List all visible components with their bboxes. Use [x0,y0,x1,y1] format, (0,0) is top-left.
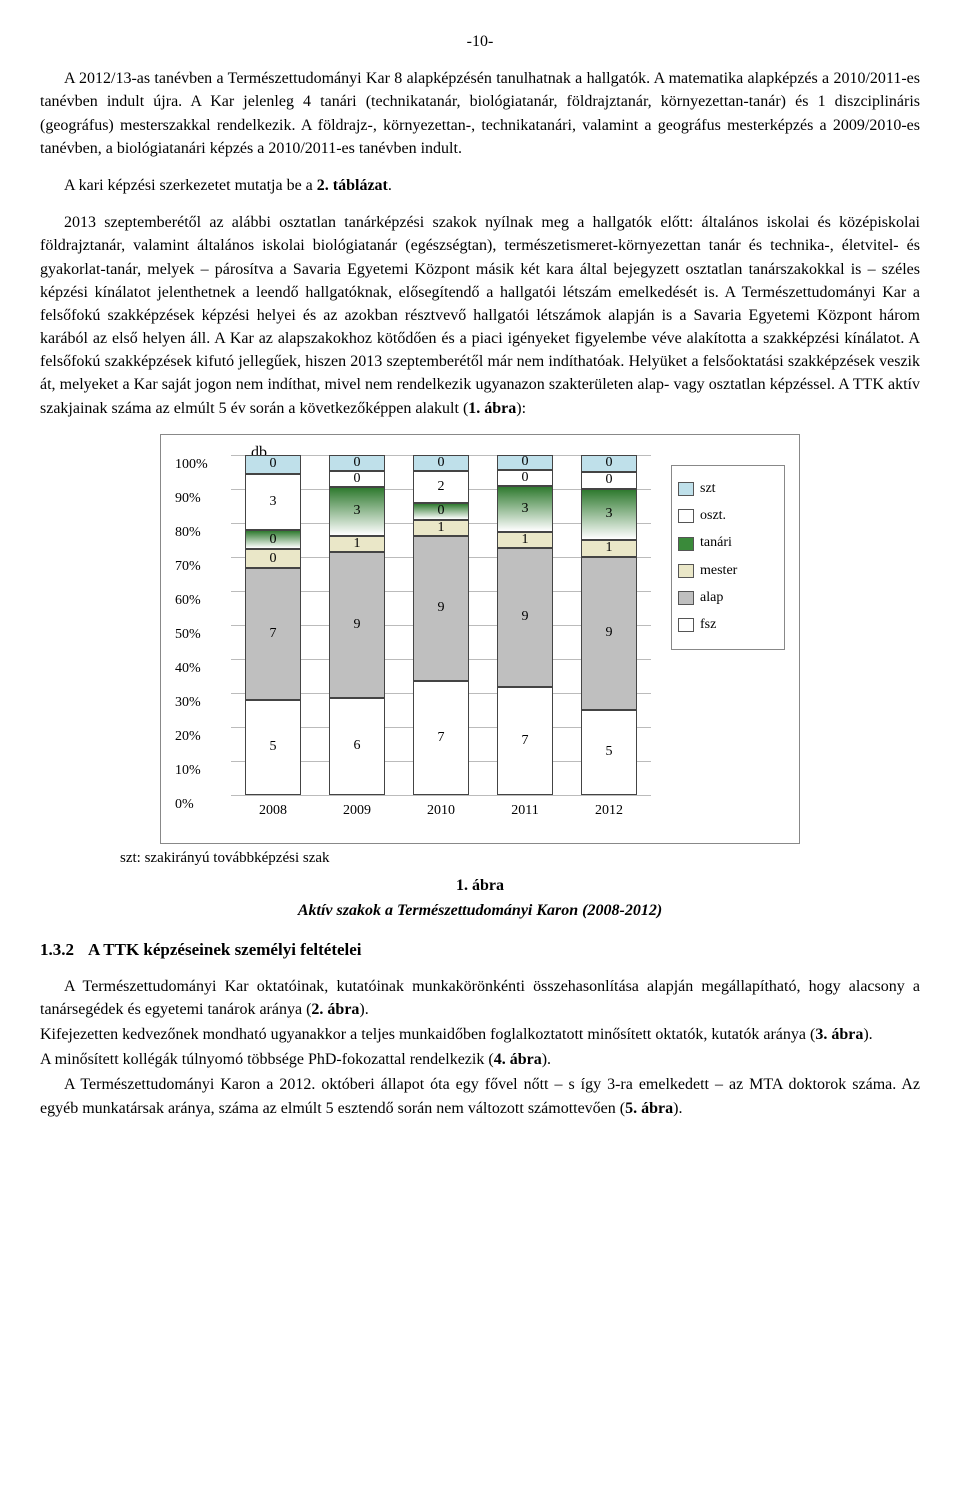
legend-swatch [678,482,694,496]
chart-legend: szt oszt. tanári mester alap fsz [671,465,785,650]
bar-segment-alap: 9 [497,548,553,687]
bar-segment-mester: 1 [497,532,553,547]
figure-number-text: 1. ábra [456,877,504,894]
bar-segment-alap: 9 [329,552,385,698]
legend-label: szt [700,479,716,499]
tail-paragraph-4: A Természettudományi Karon a 2012. októb… [40,1073,920,1119]
x-tick-label: 2012 [595,801,623,821]
p2-bold: 2. táblázat [317,177,388,194]
section-number: 1.3.2 [40,938,74,963]
p2-prefix: A kari képzési szerkezetet mutatja be a [64,177,317,194]
figure-number: 1. ábra [40,874,920,897]
p3-a: 2013 szeptemberétől az alábbi osztatlan … [40,214,920,417]
bar-column: 7913002011 [497,455,553,795]
bar-segment-szt: 0 [497,455,553,470]
legend-label: alap [700,588,723,608]
y-tick-label: 0% [175,795,647,811]
section-title: A TTK képzéseinek személyi feltételei [88,938,362,963]
t1a: A Természettudományi Kar oktatóinak, kut… [40,978,920,1018]
x-tick-label: 2009 [343,801,371,821]
legend-swatch [678,537,694,551]
plot-area: 0%10%20%30%40%50%60%70%80%90%100%5700302… [231,455,651,796]
bar-segment-alap: 9 [581,557,637,710]
legend-swatch [678,618,694,632]
legend-item-alap: alap [678,588,778,608]
legend-label: tanári [700,533,732,553]
x-tick-label: 2011 [511,801,538,821]
tail-paragraph-2: Kifejezetten kedvezőnek mondható ugyanak… [40,1023,920,1046]
p3-bold: 1. ábra [468,400,516,417]
bar-segment-tanári: 0 [245,530,301,549]
bar-segment-szt: 0 [581,455,637,472]
t3a: A minősített kollégák túlnyomó többsége … [40,1051,494,1068]
bar-segment-mester: 1 [329,536,385,552]
t2b: ). [863,1026,872,1043]
legend-swatch [678,509,694,523]
t3bold: 4. ábra [494,1051,542,1068]
page-number: -10- [40,30,920,53]
bar-segment-fsz: 7 [413,681,469,794]
bar-segment-szt: 0 [329,455,385,471]
x-tick-label: 2008 [259,801,287,821]
t2a: Kifejezetten kedvezőnek mondható ugyanak… [40,1026,815,1043]
p3-b: ): [516,400,526,417]
paragraph-2: A kari képzési szerkezetet mutatja be a … [40,174,920,197]
legend-swatch [678,564,694,578]
t1bold: 2. ábra [311,1001,359,1018]
bar-column: 7910202010 [413,455,469,795]
tail-paragraph-3: A minősített kollégák túlnyomó többsége … [40,1048,920,1071]
bar-segment-alap: 7 [245,568,301,700]
paragraph-1: A 2012/13-as tanévben a Természettudomán… [40,67,920,160]
legend-swatch [678,591,694,605]
bar-segment-fsz: 5 [245,700,301,794]
bar-segment-szt: 0 [245,455,301,474]
bar-segment-alap: 9 [413,536,469,682]
legend-item-mester: mester [678,561,778,581]
t4a: A Természettudományi Karon a 2012. októb… [40,1076,920,1116]
bar-segment-mester: 1 [413,520,469,536]
bar-column: 6913002009 [329,455,385,795]
chart-footnote: szt: szakirányú továbbképzési szak [120,848,920,870]
bar-segment-tanári: 3 [497,486,553,532]
section-heading: 1.3.2 A TTK képzéseinek személyi feltéte… [40,938,920,963]
legend-label: oszt. [700,506,726,526]
x-tick-label: 2010 [427,801,455,821]
bar-segment-fsz: 6 [329,698,385,795]
document-page: -10- A 2012/13-as tanévben a Természettu… [0,0,960,1162]
bar-segment-tanári: 3 [329,487,385,536]
t3b: ). [542,1051,551,1068]
bar-segment-tanári: 0 [413,503,469,519]
bar-segment-oszt.: 3 [245,474,301,531]
legend-item-oszt.: oszt. [678,506,778,526]
bar-segment-oszt.: 0 [497,470,553,485]
chart-inner: db 0%10%20%30%40%50%60%70%80%90%100%5700… [171,445,789,833]
t4b: ). [673,1100,682,1117]
legend-item-szt: szt [678,479,778,499]
bar-segment-oszt.: 0 [329,471,385,487]
bar-segment-oszt.: 0 [581,472,637,489]
figure-caption: Aktív szakok a Természettudományi Karon … [40,899,920,922]
legend-label: fsz [700,615,716,635]
stacked-bar-chart: db 0%10%20%30%40%50%60%70%80%90%100%5700… [160,434,800,844]
tail-paragraph-1: A Természettudományi Kar oktatóinak, kut… [40,975,920,1021]
bar-segment-fsz: 5 [581,710,637,795]
bar-segment-fsz: 7 [497,687,553,795]
paragraph-3: 2013 szeptemberétől az alábbi osztatlan … [40,211,920,420]
bar-segment-mester: 0 [245,549,301,568]
p2-suffix: . [388,177,392,194]
legend-item-fsz: fsz [678,615,778,635]
bar-column: 5913002012 [581,455,637,795]
bar-segment-mester: 1 [581,540,637,557]
bar-segment-szt: 0 [413,455,469,471]
t1b: ). [359,1001,368,1018]
bar-segment-oszt.: 2 [413,471,469,503]
t2bold: 3. ábra [815,1026,863,1043]
legend-item-tanári: tanári [678,533,778,553]
legend-label: mester [700,561,737,581]
bar-column: 5700302008 [245,455,301,795]
bar-segment-tanári: 3 [581,489,637,540]
t4bold: 5. ábra [625,1100,673,1117]
